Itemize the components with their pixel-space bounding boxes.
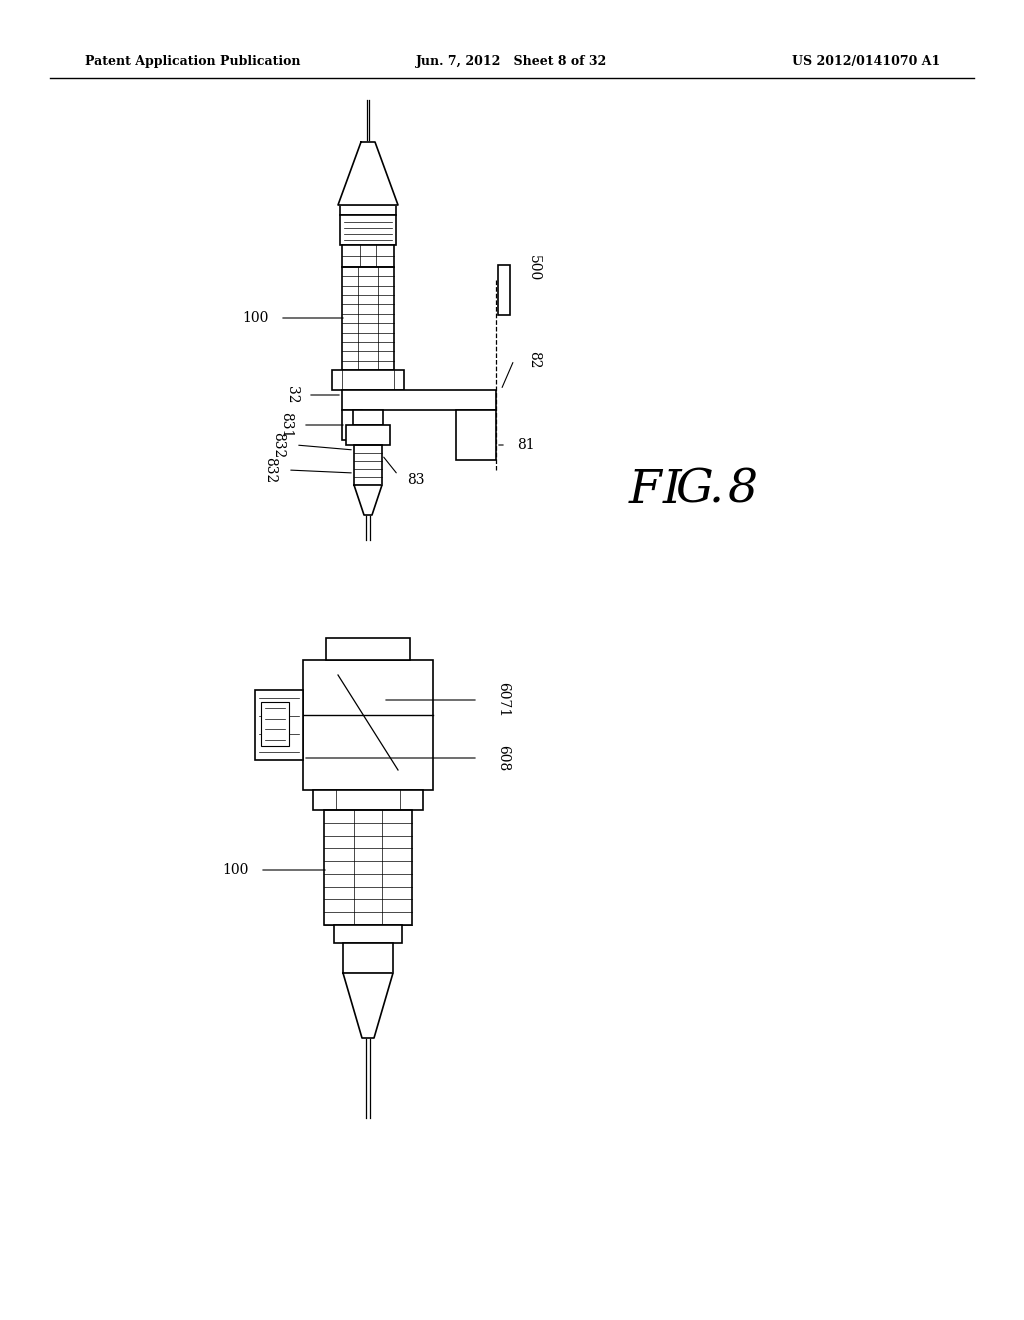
- Bar: [261, 702, 289, 746]
- Text: Jun. 7, 2012   Sheet 8 of 32: Jun. 7, 2012 Sheet 8 of 32: [417, 55, 607, 69]
- Bar: [342, 389, 496, 411]
- Text: 81: 81: [517, 438, 535, 451]
- Bar: [255, 690, 303, 760]
- Text: 608: 608: [496, 744, 510, 771]
- Text: G: G: [676, 467, 714, 512]
- Polygon shape: [343, 973, 393, 1038]
- Text: Patent Application Publication: Patent Application Publication: [85, 55, 300, 69]
- Text: 100: 100: [242, 312, 268, 325]
- Bar: [346, 425, 390, 445]
- Bar: [324, 810, 412, 925]
- Bar: [353, 411, 383, 425]
- Text: 8: 8: [727, 467, 757, 512]
- Bar: [313, 789, 423, 810]
- Bar: [342, 246, 394, 267]
- Bar: [343, 942, 393, 973]
- Bar: [354, 445, 382, 484]
- Text: 6071: 6071: [496, 682, 510, 718]
- Text: 832: 832: [271, 432, 285, 458]
- Bar: [332, 370, 404, 389]
- Bar: [498, 265, 510, 315]
- Polygon shape: [338, 143, 398, 205]
- Text: 100: 100: [222, 863, 248, 876]
- Text: F: F: [629, 467, 662, 512]
- Text: 832: 832: [263, 457, 278, 483]
- Polygon shape: [354, 484, 382, 515]
- Text: 83: 83: [408, 473, 425, 487]
- Bar: [303, 660, 433, 789]
- Bar: [342, 267, 394, 370]
- Bar: [456, 411, 496, 459]
- Bar: [340, 215, 396, 246]
- Text: 500: 500: [527, 255, 541, 281]
- Bar: [326, 638, 410, 660]
- Text: I: I: [663, 467, 681, 512]
- Bar: [340, 205, 396, 215]
- Bar: [342, 411, 362, 440]
- Text: 32: 32: [285, 387, 299, 404]
- Text: 82: 82: [527, 351, 541, 368]
- Bar: [334, 925, 402, 942]
- Text: US 2012/0141070 A1: US 2012/0141070 A1: [792, 55, 940, 69]
- Text: .: .: [709, 467, 724, 512]
- Text: 831: 831: [279, 412, 293, 438]
